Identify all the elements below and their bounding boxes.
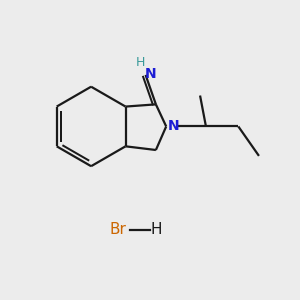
Text: N: N	[145, 67, 156, 81]
Text: H: H	[136, 56, 145, 69]
Text: Br: Br	[109, 222, 126, 237]
Text: N: N	[168, 119, 179, 134]
Text: H: H	[150, 222, 162, 237]
